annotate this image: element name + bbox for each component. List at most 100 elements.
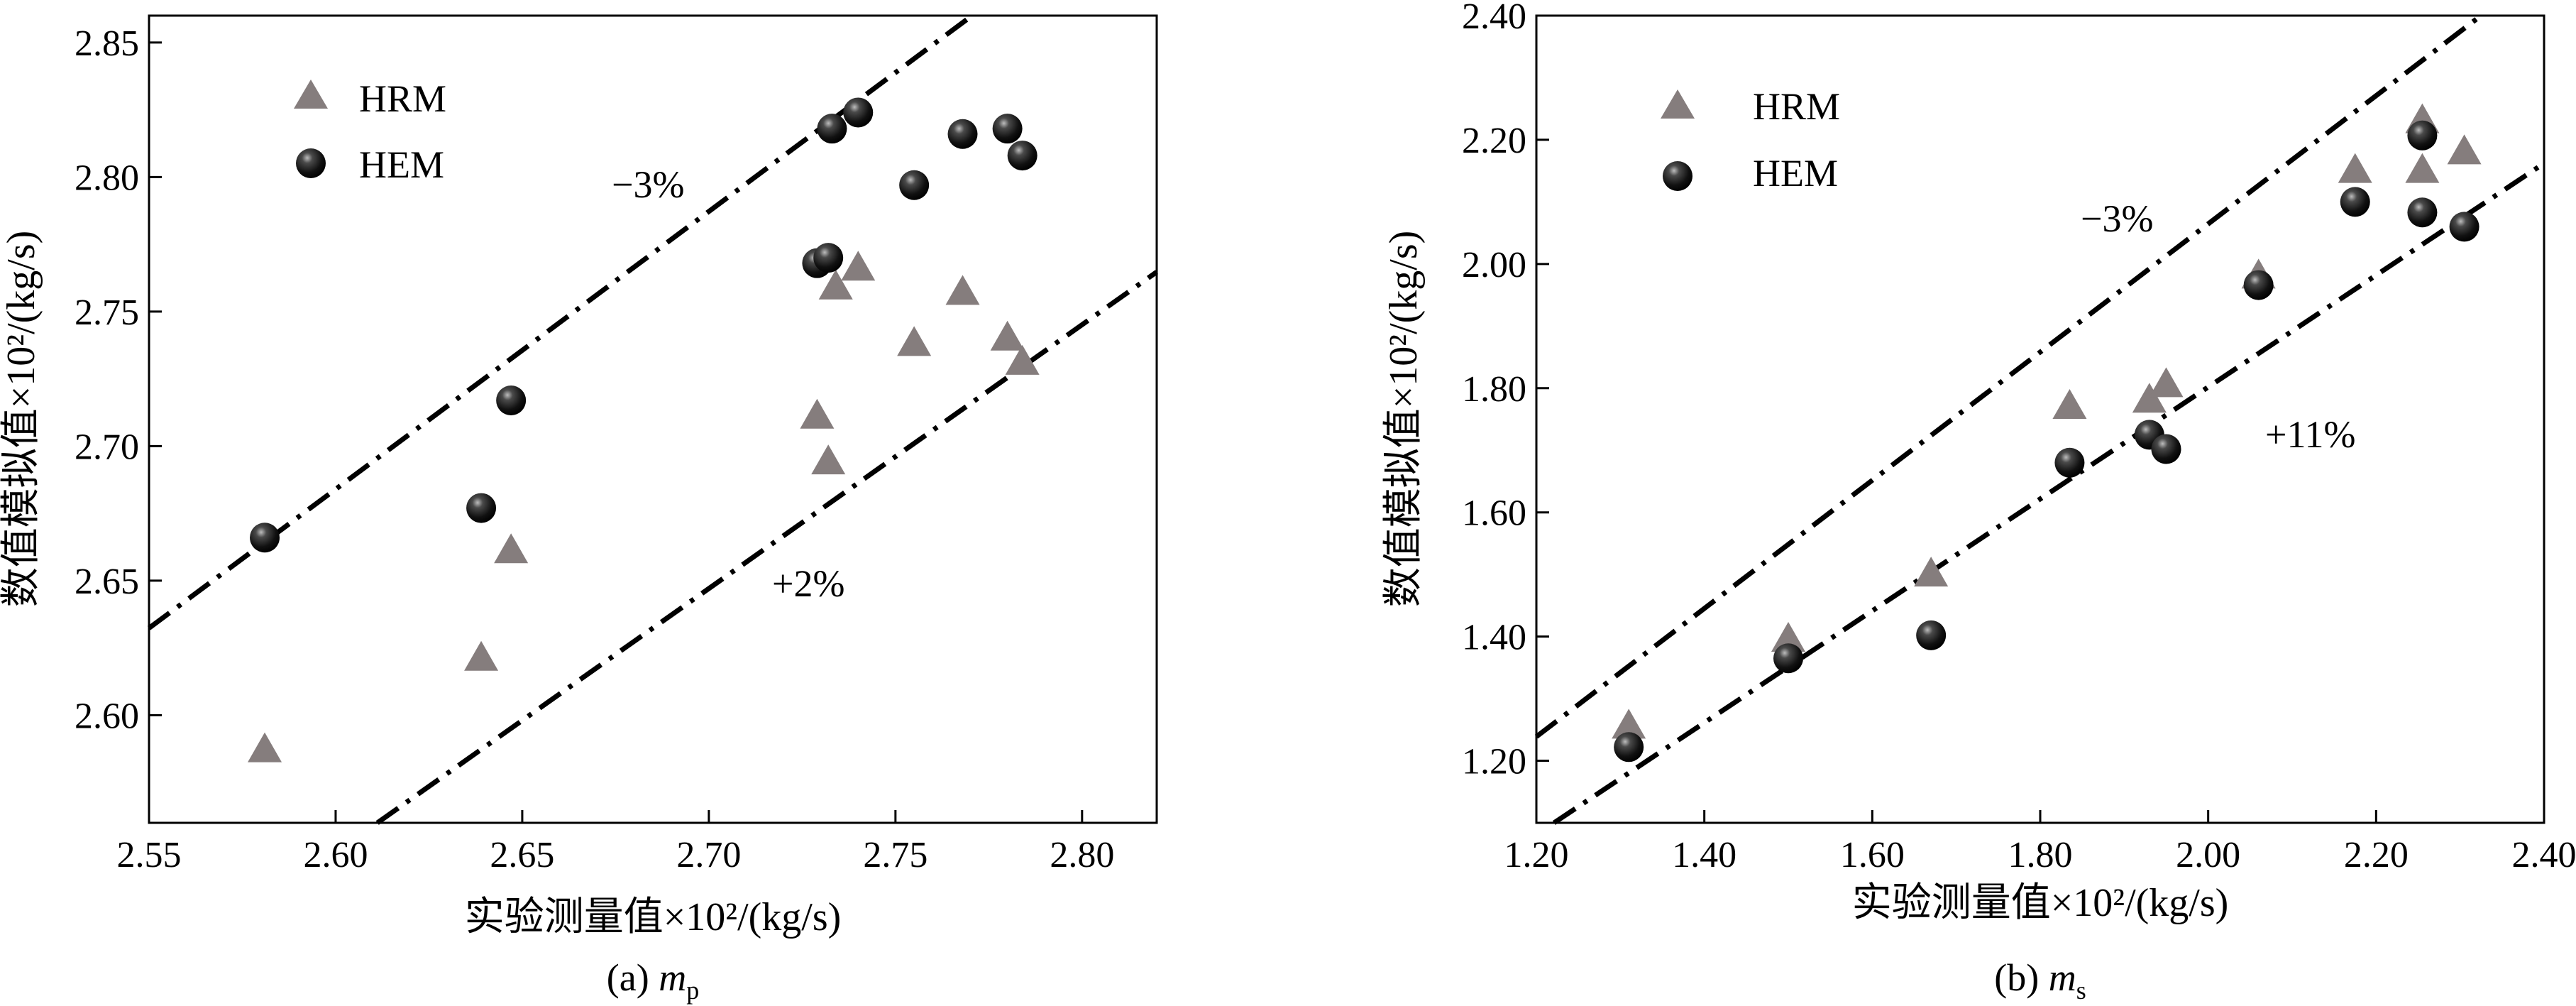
hem-point-b: [1614, 732, 1644, 762]
hrm-point-b: [1612, 709, 1646, 739]
hrm-point-a: [818, 269, 853, 300]
hrm-point-a: [990, 320, 1025, 351]
legend-a: HRM HEM: [294, 77, 446, 186]
ref-line-label-plus11-b: +11%: [2265, 413, 2355, 456]
hem-point-b: [2243, 270, 2274, 300]
x-tick-label-b: 2.00: [2176, 835, 2240, 875]
y-axis-label-b: 数值模拟值×10²/(kg/s): [1382, 231, 1426, 608]
hrm-point-b: [1771, 621, 1805, 652]
hrm-point-a: [945, 275, 980, 305]
legend-sphere-marker-b: [1663, 161, 1692, 191]
hem-point-b: [1916, 620, 1947, 650]
hem-point-a: [496, 385, 527, 415]
caption-sub-b: s: [2076, 976, 2086, 1005]
hrm-point-a: [800, 398, 835, 429]
y-tick-label-b: 1.40: [1462, 618, 1526, 658]
x-axis-b: 1.20 1.40 1.60 1.80 2.00 2.20 2.40: [1504, 810, 2576, 875]
y-tick-label-b: 1.20: [1462, 742, 1526, 782]
hrm-point-a: [494, 533, 529, 564]
hem-point-b: [2449, 212, 2479, 242]
x-axis-a: 2.55 2.60 2.65 2.70 2.75 2.80: [117, 810, 1114, 875]
y-axis-a: 2.60 2.65 2.70 2.75 2.80 2.85: [75, 23, 162, 736]
reference-line-2-b: [1552, 161, 2545, 825]
hrm-point-a: [1005, 344, 1040, 375]
hrm-point-a: [897, 326, 932, 356]
chart-panel-a: 2.55 2.60 2.65 2.70 2.75 2.80 2.60 2.65 2.70 2.7…: [0, 13, 1159, 1005]
y-tick-label-a: 2.70: [75, 427, 139, 467]
hem-point-b: [2054, 447, 2085, 478]
y-tick-label-b: 1.60: [1462, 493, 1526, 534]
hem-point-b: [1773, 643, 1803, 674]
y-tick-label-b: 2.40: [1462, 0, 1526, 37]
x-tick-label-b: 2.40: [2512, 835, 2576, 875]
hrm-point-a: [248, 732, 282, 762]
caption-var-b: m: [2049, 956, 2076, 999]
x-tick-label-a: 2.60: [303, 835, 368, 875]
hem-point-b: [2407, 120, 2438, 151]
x-tick-label-a: 2.75: [863, 835, 928, 875]
chart-panel-b: 1.20 1.40 1.60 1.80 2.00 2.20 2.40 1.20 1.40 1.6…: [1382, 0, 2576, 1005]
hrm-point-a: [811, 444, 846, 475]
caption-a: (a) mp: [607, 956, 699, 1005]
reference-line-1-b: [1534, 13, 2483, 739]
plot-frame-a: [148, 14, 1158, 824]
hem-point-a: [992, 114, 1023, 144]
hem-point-b: [2407, 197, 2438, 228]
hem-point-a: [466, 493, 497, 523]
legend-sphere-marker-a: [296, 148, 326, 178]
data-points-a: [248, 97, 1040, 762]
hrm-point-b: [2447, 134, 2482, 165]
y-tick-label-b: 2.20: [1462, 121, 1526, 161]
x-axis-label-b: 实验测量值×10²/(kg/s): [1852, 881, 2229, 925]
x-tick-label-b: 1.80: [2008, 835, 2073, 875]
x-tick-label-b: 1.20: [1504, 835, 1569, 875]
hem-point-a: [843, 97, 874, 128]
x-axis-label-a: 实验测量值×10²/(kg/s): [465, 895, 842, 939]
legend-label-hem-a: HEM: [359, 143, 444, 186]
x-tick-label-b: 1.60: [1840, 835, 1905, 875]
hem-point-a: [250, 523, 280, 553]
hrm-point-b: [2338, 153, 2372, 183]
ref-line-label-plus2-a: +2%: [772, 562, 844, 605]
hem-point-a: [813, 243, 844, 273]
reference-line-2-a: [375, 270, 1159, 825]
y-tick-label-b: 1.80: [1462, 369, 1526, 410]
y-tick-label-a: 2.85: [75, 23, 139, 64]
y-tick-label-a: 2.75: [75, 292, 139, 333]
caption-var-a: m: [659, 956, 686, 999]
hrm-point-b: [2149, 367, 2184, 398]
y-tick-label-a: 2.60: [75, 696, 139, 736]
caption-sub-a: p: [686, 976, 699, 1005]
data-points-b: [1612, 103, 2482, 762]
y-tick-label-a: 2.65: [75, 562, 139, 602]
hem-point-a: [1007, 141, 1037, 171]
x-tick-label-b: 2.20: [2344, 835, 2409, 875]
y-axis-label-a: 数值模拟值×10²/(kg/s): [0, 231, 43, 608]
caption-prefix-b: (b): [1994, 956, 2048, 999]
hrm-point-a: [841, 251, 876, 281]
y-axis-b: 1.20 1.40 1.60 1.80 2.00 2.20 2.40: [1462, 0, 1549, 782]
x-tick-label-a: 2.70: [676, 835, 741, 875]
hem-point-a: [817, 114, 847, 144]
caption-b: (b) ms: [1994, 956, 2086, 1005]
x-tick-label-a: 2.80: [1050, 835, 1114, 875]
hrm-point-b: [1914, 557, 1949, 587]
hem-point-a: [899, 170, 930, 200]
legend-label-hrm-b: HRM: [1753, 85, 1840, 128]
ref-line-label-minus3-a: −3%: [612, 163, 684, 206]
legend-triangle-marker-b: [1661, 89, 1695, 119]
x-tick-label-b: 1.40: [1672, 835, 1736, 875]
hrm-point-b: [2405, 153, 2440, 183]
legend-triangle-marker-a: [294, 80, 328, 109]
x-tick-label-a: 2.55: [117, 835, 182, 875]
hrm-point-b: [2132, 383, 2167, 413]
hrm-point-b: [2052, 389, 2087, 420]
plot-frame-b: [1535, 14, 2545, 824]
hem-point-b: [2340, 187, 2370, 217]
legend-label-hrm-a: HRM: [359, 77, 446, 120]
hem-point-a: [947, 119, 978, 149]
y-tick-label-b: 2.00: [1462, 245, 1526, 285]
caption-prefix-a: (a): [607, 956, 659, 999]
legend-label-hem-b: HEM: [1753, 152, 1838, 195]
